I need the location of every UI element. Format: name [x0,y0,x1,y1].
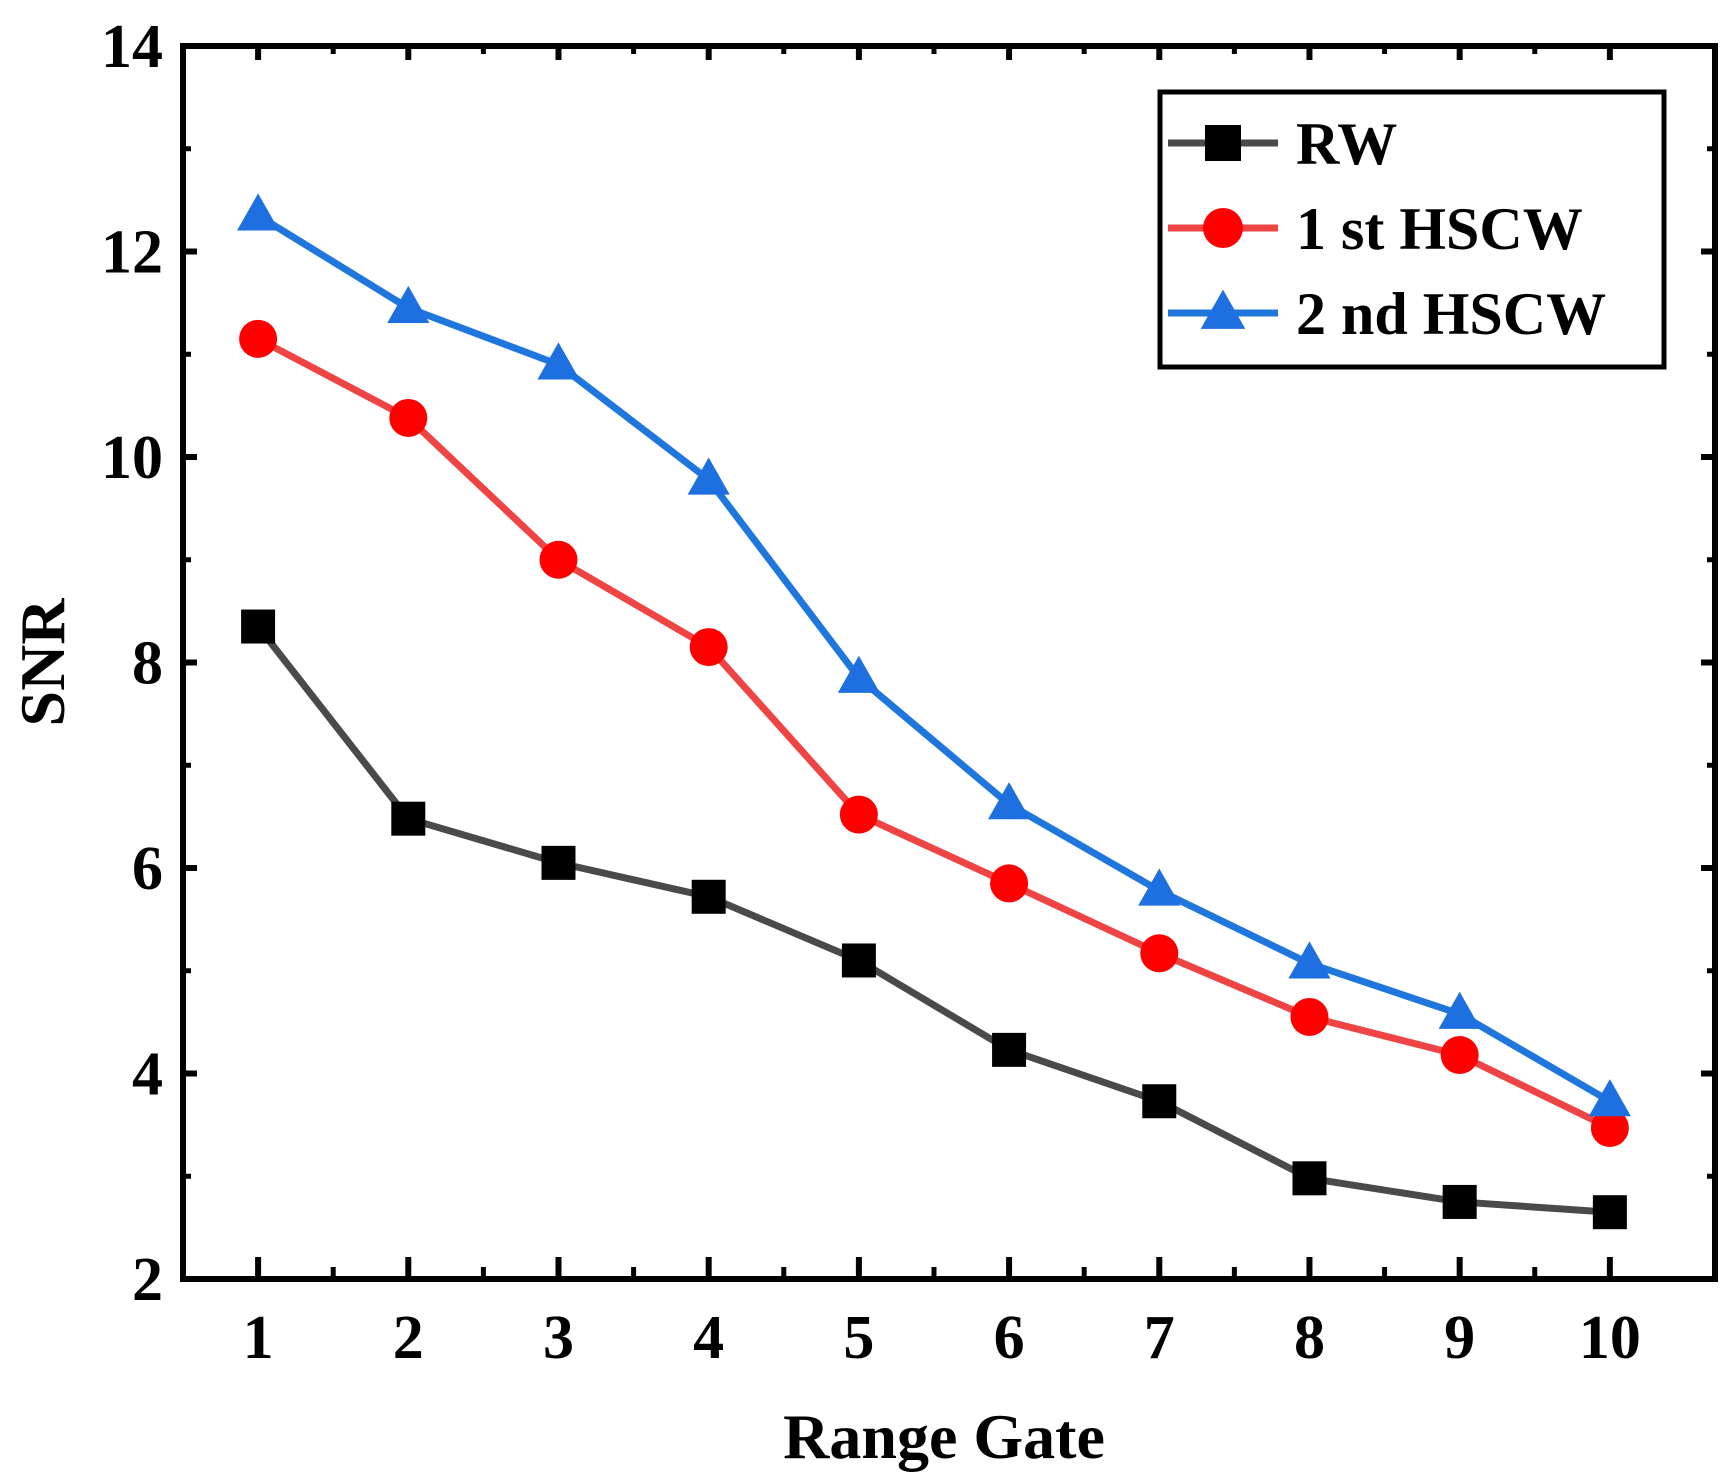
data-point-square [241,609,276,644]
series-line [256,212,1612,1105]
data-point-square [541,845,576,880]
y-tick-label: 2 [132,1246,163,1314]
data-point-square [1592,1195,1627,1230]
y-tick-label: 4 [132,1041,163,1109]
legend-marker-triangle [1200,289,1246,329]
data-point-circle [1140,934,1179,973]
x-axis-title: Range Gate [783,1401,1105,1472]
legend-label: RW [1296,111,1397,177]
data-point-square [992,1032,1027,1067]
data-point-circle [1290,997,1329,1036]
y-tick-label: 8 [132,630,163,698]
series-1-st-hscw [239,319,1629,1147]
data-point-triangle [237,193,280,231]
data-point-circle [389,398,428,437]
y-tick-label: 12 [101,219,163,287]
series-layer [237,193,1631,1230]
data-point-circle [239,319,278,358]
legend-marker-circle [1203,208,1243,248]
x-tick-label: 4 [693,1304,724,1372]
y-axis-title: SNR [7,598,78,727]
y-tick-label: 6 [132,835,163,903]
legend: RW 1 st HSCW 2 nd HSCW [1157,89,1667,370]
x-tick-label: 5 [843,1304,874,1372]
series-2-nd-hscw [237,193,1631,1117]
series-line [255,624,1611,1216]
data-point-square [841,943,876,978]
data-point-triangle [687,457,730,495]
legend-label: 1 st HSCW [1296,196,1583,262]
x-tick-label: 7 [1144,1304,1175,1372]
legend-marker-square [1205,125,1241,161]
data-point-triangle [537,342,580,380]
data-point-triangle [1438,991,1481,1029]
data-point-triangle [987,782,1031,820]
data-point-triangle [1138,868,1181,906]
data-point-triangle [1588,1079,1631,1117]
data-point-circle [539,540,578,579]
data-point-square [691,879,726,914]
data-point-square [1142,1084,1177,1119]
data-point-circle [1440,1036,1479,1075]
series-rw [241,609,1627,1230]
y-tick-label: 14 [101,13,163,81]
data-point-square [391,801,426,836]
data-point-square [1292,1161,1327,1196]
x-tick-label: 8 [1294,1304,1325,1372]
data-point-circle [839,795,878,834]
data-point-square [1442,1184,1477,1219]
data-point-circle [990,864,1029,903]
data-point-triangle [1288,941,1331,979]
series-line [256,335,1612,1132]
data-point-triangle [387,285,430,324]
y-tick-label: 10 [101,424,163,492]
data-point-circle [689,628,728,667]
x-tick-label: 9 [1444,1304,1475,1372]
x-tick-label: 2 [393,1304,424,1372]
x-tick-label: 6 [994,1304,1025,1372]
x-tick-label: 3 [543,1304,574,1372]
x-tick-label: 1 [243,1304,274,1372]
x-tick-label: 10 [1579,1304,1641,1372]
data-point-circle [1590,1108,1629,1147]
data-point-triangle [837,655,880,693]
legend-label: 2 nd HSCW [1296,281,1606,347]
